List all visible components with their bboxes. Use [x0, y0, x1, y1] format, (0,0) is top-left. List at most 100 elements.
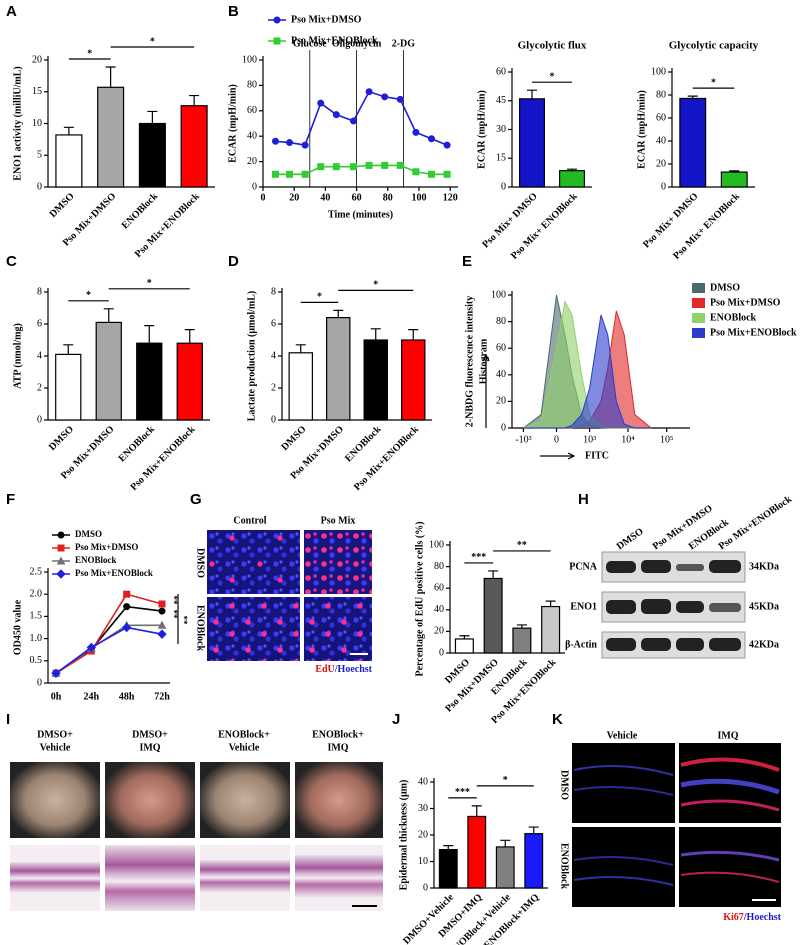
- y-axis-label: ATP (nmol/mg): [12, 323, 23, 389]
- bar: [138, 122, 166, 188]
- marker: [158, 600, 166, 608]
- y-tick-label: 2: [37, 382, 42, 393]
- error-bar: [687, 95, 698, 99]
- y-tick-label: 80: [434, 561, 444, 572]
- marker: [332, 163, 340, 171]
- marker: [57, 531, 65, 539]
- panel-g-images: Control Pso Mix DMSO ENOBlock EdU/Hoechs…: [195, 515, 373, 675]
- photo: [200, 762, 290, 838]
- legend-label: Pso Mix+ENOBlock: [710, 327, 797, 338]
- y-tick-label: 10: [32, 118, 42, 129]
- y-tick-label: 0: [501, 422, 506, 433]
- y-tick-label: 100: [491, 289, 506, 300]
- legend-swatch: [692, 313, 705, 323]
- chart-title: Glycolytic capacity: [669, 40, 759, 52]
- protein-label: PCNA: [569, 561, 598, 572]
- bar: [524, 833, 544, 889]
- y-tick-label: 20: [32, 54, 42, 65]
- x-tick-label: 0: [261, 192, 266, 203]
- y-tick-label: 6: [37, 318, 42, 329]
- y-tick-label: 100: [242, 54, 257, 65]
- y-axis-label: Histogram: [478, 338, 489, 384]
- error-bar: [516, 624, 527, 629]
- marker: [56, 556, 66, 565]
- marker: [317, 99, 325, 107]
- bar: [518, 98, 545, 188]
- error-bar: [105, 66, 116, 88]
- marker: [381, 161, 389, 169]
- marker: [443, 141, 451, 149]
- axis-arrow: [482, 353, 490, 428]
- bar: [679, 97, 707, 188]
- marker: [157, 629, 167, 639]
- series-line: [55, 626, 163, 674]
- significance-label: *: [147, 278, 152, 289]
- y-tick-label: 20: [656, 158, 666, 169]
- error-bar: [184, 329, 195, 344]
- column-label: IMQ: [717, 730, 738, 741]
- group-label: ENOBlock+: [218, 729, 270, 740]
- error-bar: [63, 126, 74, 135]
- y-tick-label: 0.5: [30, 655, 43, 666]
- bar: [558, 170, 585, 188]
- significance-label: ***: [455, 787, 470, 798]
- y-tick-label: 20: [434, 626, 444, 637]
- significance-label: *: [373, 280, 378, 291]
- y-axis-title: 2-NBDG fluorescence intensity: [464, 296, 475, 427]
- y-axis-label: Percentage of EdU positive cells (%): [414, 521, 425, 676]
- panel-letter: B: [228, 3, 239, 20]
- y-tick-label: 15: [32, 86, 42, 97]
- stain-b: /Hoechst: [334, 664, 373, 675]
- x-tick-label: 80: [383, 192, 393, 203]
- annotation: **: [169, 596, 179, 606]
- y-tick-label: 10: [418, 856, 428, 867]
- significance-label: *: [86, 290, 91, 301]
- error-bar: [370, 328, 381, 340]
- y-tick-label: 8: [37, 286, 42, 297]
- stain-a: Ki67: [723, 912, 744, 923]
- y-tick-label: 2.5: [30, 566, 43, 577]
- y-axis-label: ENO1 activity (milliU/mL): [12, 66, 23, 180]
- bar: [483, 577, 503, 654]
- marker: [157, 620, 167, 629]
- column-label: Pso Mix: [321, 515, 356, 526]
- area-fill: [523, 310, 652, 428]
- marker: [286, 139, 294, 147]
- significance-label: **: [517, 540, 527, 551]
- x-tick-label: 60: [352, 192, 362, 203]
- panel-k-images: Vehicle IMQ DMSO ENOBlock Ki67/Hoechst: [559, 730, 782, 923]
- column-label: Vehicle: [607, 730, 638, 741]
- protein-label: β-Actin: [565, 639, 597, 650]
- legend-swatch: [692, 283, 705, 293]
- y-tick-label: 5: [37, 150, 42, 161]
- annotation: **: [179, 616, 189, 626]
- significance-label: ***: [471, 552, 486, 563]
- y-tick-label: 40: [496, 369, 506, 380]
- error-bar: [103, 308, 114, 323]
- stain-label: Ki67/Hoechst: [723, 912, 781, 923]
- series-line: [55, 593, 163, 674]
- legend-label: Pso Mix+ENOBlock: [291, 35, 378, 46]
- marker: [349, 163, 357, 171]
- x-tick-label: 10⁴: [621, 434, 635, 445]
- error-bar: [189, 94, 200, 106]
- legend-swatch: [692, 298, 705, 308]
- marker: [332, 111, 340, 119]
- y-tick-label: 100: [429, 539, 444, 550]
- significance-label: *: [87, 48, 92, 59]
- row-label: ENOBlock: [195, 605, 206, 652]
- y-tick-label: 0: [661, 181, 666, 192]
- histology-tissue: [10, 862, 100, 892]
- error-bar: [459, 635, 470, 639]
- micrograph: [572, 743, 675, 823]
- micrograph: [304, 597, 372, 661]
- marker: [427, 135, 435, 143]
- marker: [121, 622, 132, 633]
- marker: [86, 642, 97, 653]
- histology: [105, 845, 195, 911]
- panel-letter: J: [392, 711, 400, 728]
- marker: [56, 569, 66, 579]
- photo: [295, 762, 383, 838]
- y-tick-label: 2.0: [30, 588, 43, 599]
